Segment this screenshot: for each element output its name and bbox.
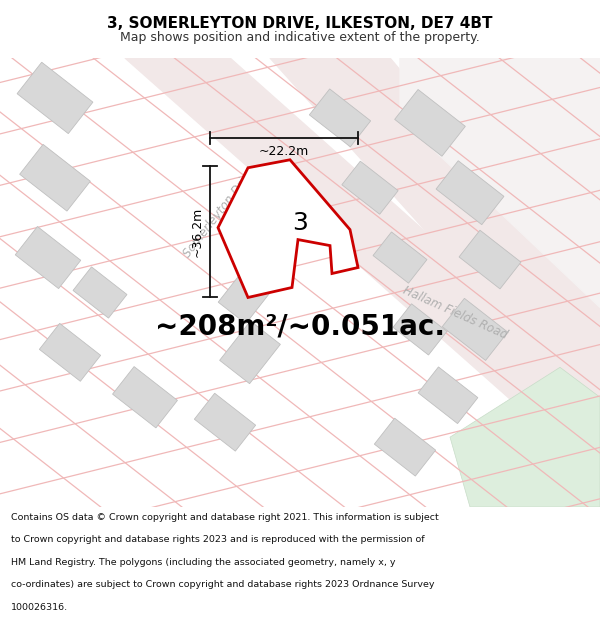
Polygon shape [436, 161, 504, 224]
Polygon shape [373, 232, 427, 283]
Polygon shape [400, 58, 600, 308]
Text: ~36.2m: ~36.2m [191, 206, 203, 257]
Polygon shape [270, 58, 600, 402]
Polygon shape [218, 160, 358, 298]
Polygon shape [194, 393, 256, 451]
Polygon shape [17, 62, 93, 134]
Polygon shape [218, 261, 278, 324]
Text: 3, SOMERLEYTON DRIVE, ILKESTON, DE7 4BT: 3, SOMERLEYTON DRIVE, ILKESTON, DE7 4BT [107, 16, 493, 31]
Polygon shape [220, 321, 280, 384]
Text: Somerleyton Drive: Somerleyton Drive [181, 165, 259, 260]
Polygon shape [395, 89, 466, 156]
Text: Hallam Fields Road: Hallam Fields Road [401, 284, 509, 341]
Text: HM Land Registry. The polygons (including the associated geometry, namely x, y: HM Land Registry. The polygons (includin… [11, 558, 395, 567]
Polygon shape [73, 267, 127, 318]
Polygon shape [125, 58, 600, 452]
Text: to Crown copyright and database rights 2023 and is reproduced with the permissio: to Crown copyright and database rights 2… [11, 536, 424, 544]
Polygon shape [459, 230, 521, 289]
Polygon shape [442, 298, 508, 361]
Text: ~208m²/~0.051ac.: ~208m²/~0.051ac. [155, 312, 445, 341]
Text: 100026316.: 100026316. [11, 602, 68, 612]
Text: ~22.2m: ~22.2m [259, 145, 309, 158]
Text: co-ordinates) are subject to Crown copyright and database rights 2023 Ordnance S: co-ordinates) are subject to Crown copyr… [11, 580, 434, 589]
Polygon shape [310, 89, 371, 147]
Polygon shape [393, 304, 447, 355]
Polygon shape [20, 144, 91, 211]
Text: Contains OS data © Crown copyright and database right 2021. This information is : Contains OS data © Crown copyright and d… [11, 513, 439, 522]
Polygon shape [418, 367, 478, 424]
Polygon shape [342, 161, 398, 214]
Polygon shape [15, 226, 81, 289]
Text: Map shows position and indicative extent of the property.: Map shows position and indicative extent… [120, 31, 480, 44]
Polygon shape [374, 418, 436, 476]
Text: 3: 3 [292, 211, 308, 234]
Polygon shape [450, 368, 600, 507]
Polygon shape [113, 367, 178, 428]
Polygon shape [40, 323, 101, 381]
